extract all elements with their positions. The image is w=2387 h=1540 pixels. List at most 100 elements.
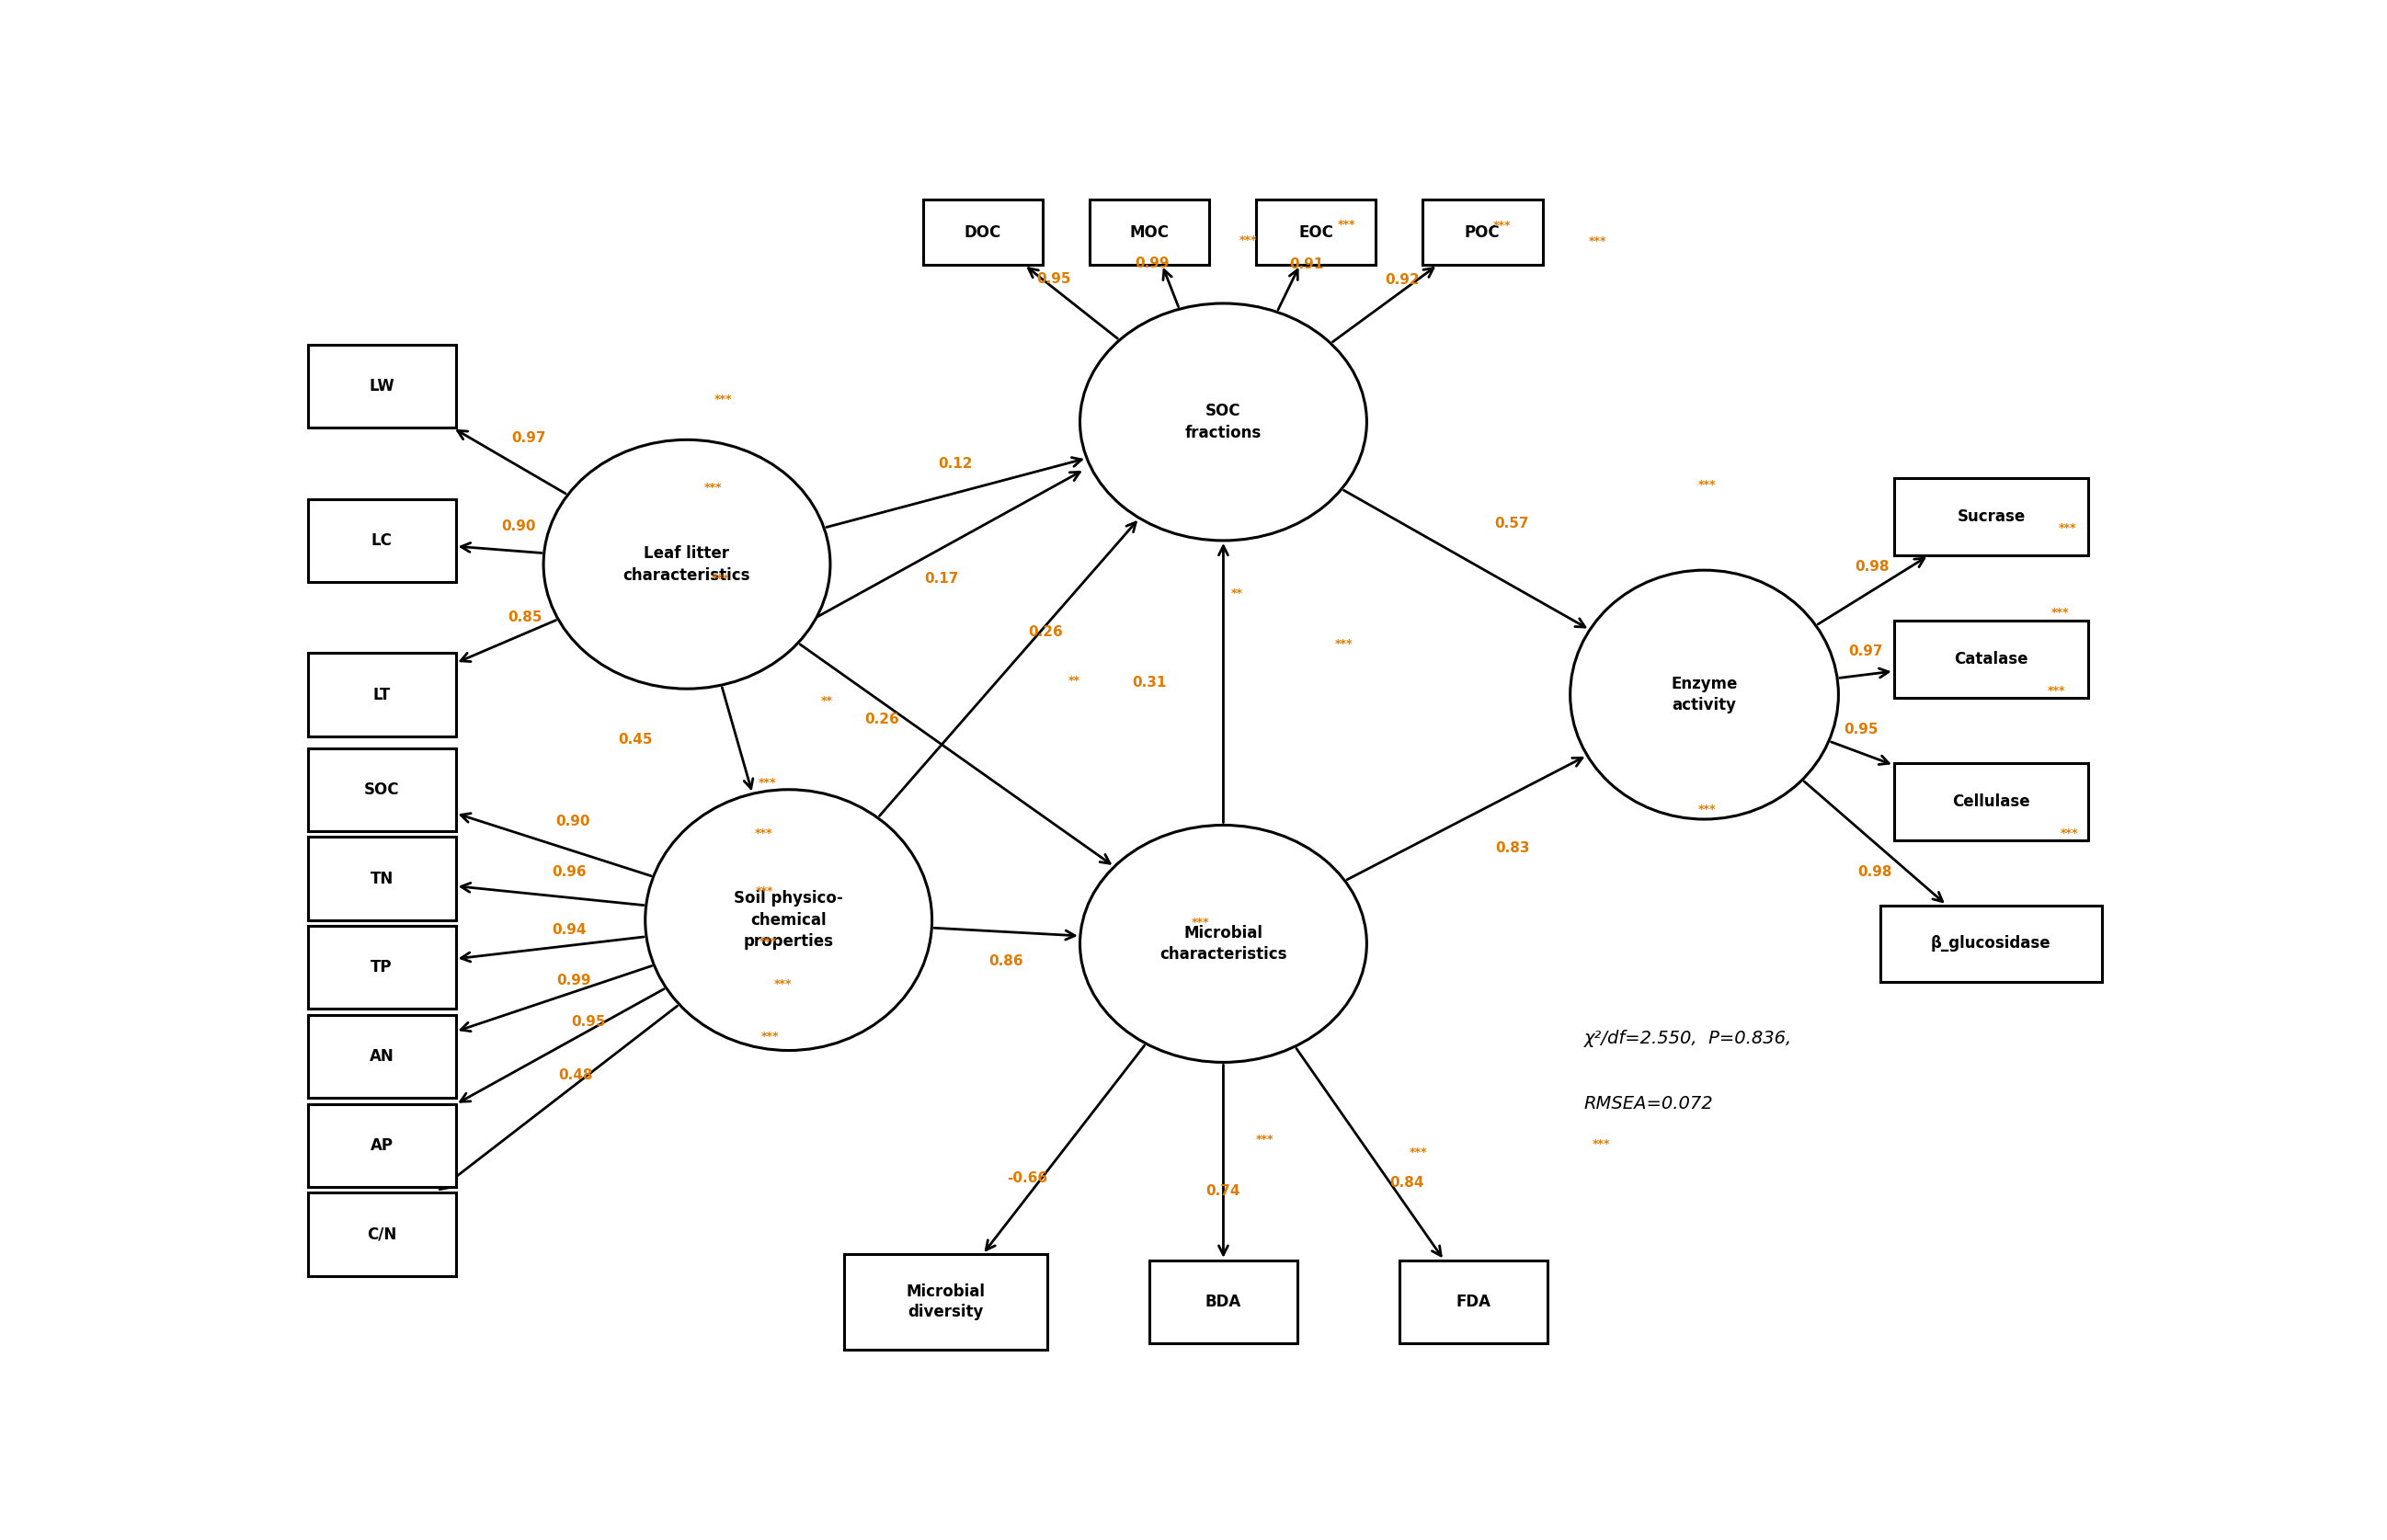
Ellipse shape xyxy=(644,790,931,1050)
FancyBboxPatch shape xyxy=(308,748,456,832)
FancyBboxPatch shape xyxy=(1423,200,1542,265)
Text: DOC: DOC xyxy=(964,223,1003,240)
FancyBboxPatch shape xyxy=(308,653,456,736)
Text: Cellulase: Cellulase xyxy=(1953,793,2029,810)
Text: **: ** xyxy=(1232,588,1244,599)
Text: β_glucosidase: β_glucosidase xyxy=(1931,935,2050,952)
Text: 0.83: 0.83 xyxy=(1494,841,1530,855)
Text: 0.90: 0.90 xyxy=(556,815,590,829)
Text: ***: *** xyxy=(1408,1146,1427,1158)
Text: ***: *** xyxy=(1587,236,1606,248)
Text: ***: *** xyxy=(2050,607,2070,619)
Text: ***: *** xyxy=(2048,685,2065,696)
Text: ***: *** xyxy=(754,827,773,839)
Text: 0.98: 0.98 xyxy=(1857,865,1893,879)
Text: 0.92: 0.92 xyxy=(1384,274,1420,288)
Text: 0.94: 0.94 xyxy=(551,922,587,936)
Text: Catalase: Catalase xyxy=(1955,651,2029,667)
Text: ***: *** xyxy=(1339,219,1356,231)
Text: Soil physico-
chemical
properties: Soil physico- chemical properties xyxy=(735,890,843,950)
Text: LW: LW xyxy=(370,379,394,394)
FancyBboxPatch shape xyxy=(308,926,456,1009)
Ellipse shape xyxy=(1079,303,1368,541)
Text: Leaf litter
characteristics: Leaf litter characteristics xyxy=(623,545,750,584)
Text: 0.85: 0.85 xyxy=(508,610,542,624)
Ellipse shape xyxy=(1571,570,1838,819)
Text: SOC
fractions: SOC fractions xyxy=(1184,403,1263,440)
Text: 0.99: 0.99 xyxy=(556,973,590,987)
FancyBboxPatch shape xyxy=(308,838,456,919)
Text: LT: LT xyxy=(372,687,391,702)
Text: 0.12: 0.12 xyxy=(938,456,972,470)
Text: 0.95: 0.95 xyxy=(570,1015,606,1029)
Text: MOC: MOC xyxy=(1129,223,1170,240)
FancyBboxPatch shape xyxy=(1893,621,2089,698)
Text: RMSEA=0.072: RMSEA=0.072 xyxy=(1585,1095,1714,1112)
FancyBboxPatch shape xyxy=(308,1192,456,1275)
Text: ***: *** xyxy=(704,482,721,493)
Text: ***: *** xyxy=(759,776,776,788)
Text: POC: POC xyxy=(1466,223,1499,240)
Text: ***: *** xyxy=(1334,638,1353,650)
Text: 0.26: 0.26 xyxy=(864,713,900,725)
FancyBboxPatch shape xyxy=(1151,1260,1299,1343)
Text: ***: *** xyxy=(761,1030,781,1043)
Text: Microbial
diversity: Microbial diversity xyxy=(907,1283,986,1320)
Text: 0.48: 0.48 xyxy=(559,1067,592,1081)
Text: χ²/df=2.550,  P=0.836,: χ²/df=2.550, P=0.836, xyxy=(1585,1030,1793,1047)
Text: 0.90: 0.90 xyxy=(501,519,535,533)
Ellipse shape xyxy=(1079,825,1368,1063)
Text: 0.97: 0.97 xyxy=(1848,644,1883,658)
Text: 0.31: 0.31 xyxy=(1131,676,1167,690)
FancyBboxPatch shape xyxy=(308,345,456,428)
Text: 0.45: 0.45 xyxy=(618,733,652,747)
Text: 0.97: 0.97 xyxy=(511,431,547,445)
Text: 0.99: 0.99 xyxy=(1134,256,1170,270)
Text: ***: *** xyxy=(1492,220,1511,233)
Text: 0.98: 0.98 xyxy=(1855,561,1891,573)
Text: -0.66: -0.66 xyxy=(1007,1172,1048,1186)
Text: ***: *** xyxy=(773,978,792,990)
Text: Microbial
characteristics: Microbial characteristics xyxy=(1160,924,1287,962)
FancyBboxPatch shape xyxy=(845,1255,1048,1349)
Text: **: ** xyxy=(821,695,833,707)
FancyBboxPatch shape xyxy=(308,1104,456,1187)
Text: LC: LC xyxy=(370,533,391,548)
Text: Sucrase: Sucrase xyxy=(1957,508,2024,525)
Text: 0.26: 0.26 xyxy=(1029,625,1062,639)
Text: 0.86: 0.86 xyxy=(988,955,1024,969)
FancyBboxPatch shape xyxy=(1399,1260,1547,1343)
Text: TN: TN xyxy=(370,870,394,887)
Text: ***: *** xyxy=(711,573,728,585)
Text: C/N: C/N xyxy=(368,1226,396,1243)
Text: 0.95: 0.95 xyxy=(1845,722,1879,736)
Text: ***: *** xyxy=(1256,1133,1275,1146)
FancyBboxPatch shape xyxy=(1893,762,2089,839)
Text: 0.95: 0.95 xyxy=(1036,273,1072,285)
FancyBboxPatch shape xyxy=(308,1015,456,1098)
Text: ***: *** xyxy=(759,936,778,949)
Text: ***: *** xyxy=(714,393,733,405)
Text: ***: *** xyxy=(1592,1138,1611,1150)
Text: ***: *** xyxy=(1239,234,1258,246)
Text: AP: AP xyxy=(370,1137,394,1153)
Text: 0.17: 0.17 xyxy=(924,573,960,587)
Text: FDA: FDA xyxy=(1456,1294,1489,1311)
Ellipse shape xyxy=(544,440,831,688)
FancyBboxPatch shape xyxy=(924,200,1043,265)
FancyBboxPatch shape xyxy=(1256,200,1375,265)
Text: SOC: SOC xyxy=(363,781,399,798)
Text: 0.74: 0.74 xyxy=(1205,1184,1241,1198)
Text: ***: *** xyxy=(1697,479,1716,491)
Text: ***: *** xyxy=(1697,804,1716,815)
Text: TP: TP xyxy=(370,959,391,976)
Text: ***: *** xyxy=(754,885,773,898)
Text: 0.91: 0.91 xyxy=(1289,257,1325,271)
Text: ***: *** xyxy=(2060,827,2079,839)
Text: Enzyme
activity: Enzyme activity xyxy=(1671,676,1738,715)
Text: BDA: BDA xyxy=(1205,1294,1241,1311)
Text: ***: *** xyxy=(1191,916,1210,929)
Text: **: ** xyxy=(1067,675,1079,687)
FancyBboxPatch shape xyxy=(1088,200,1210,265)
Text: AN: AN xyxy=(370,1049,394,1064)
